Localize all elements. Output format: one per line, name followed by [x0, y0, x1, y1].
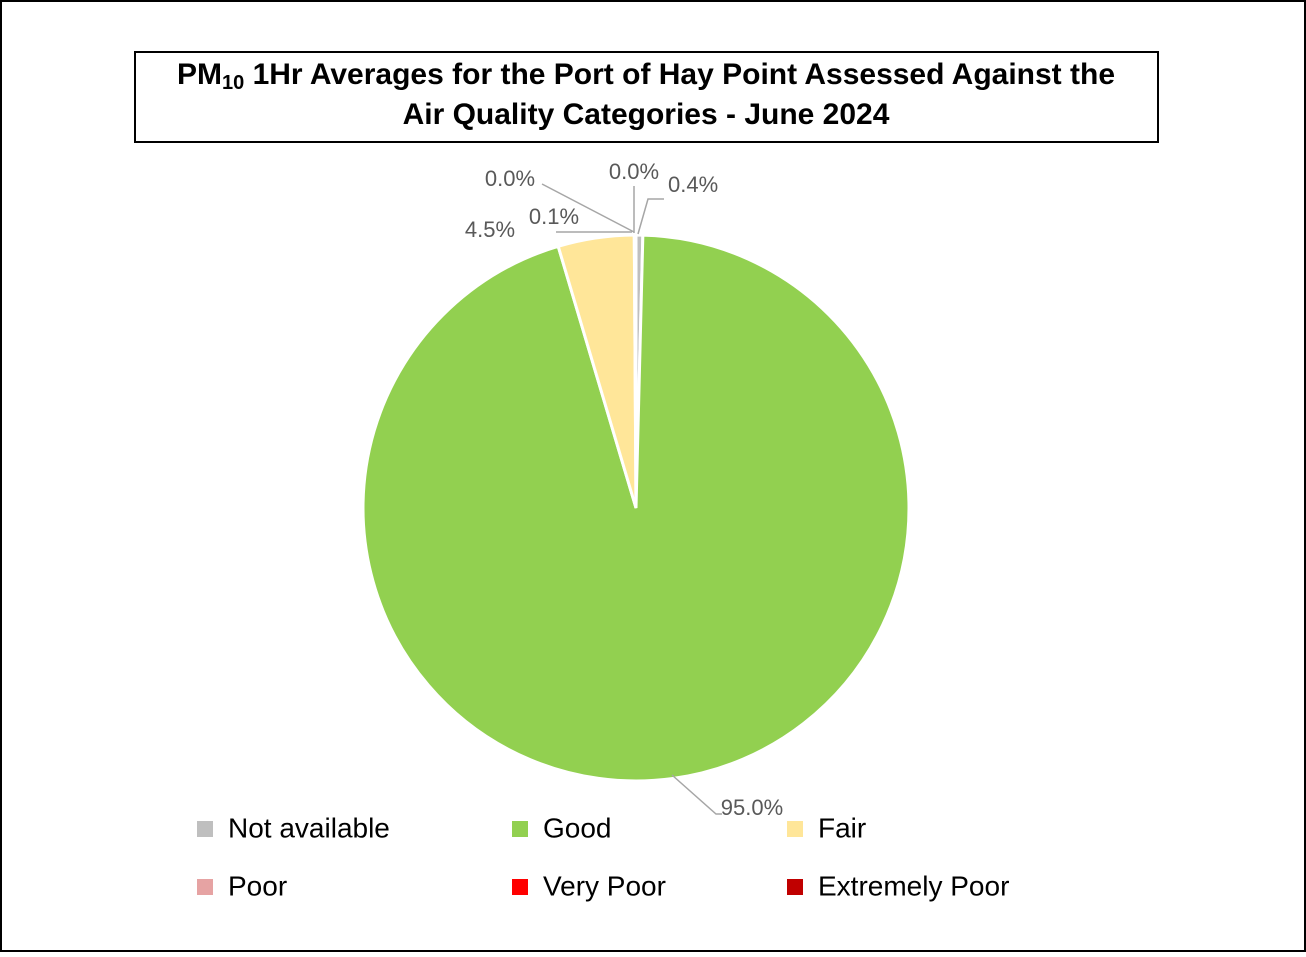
data-label: 95.0% [721, 795, 783, 820]
title-box [134, 51, 1159, 143]
legend-label: Fair [818, 812, 866, 843]
chart-title: PM10 1Hr Averages for the Port of Hay Po… [177, 58, 1115, 94]
data-label: 0.1% [529, 204, 579, 229]
data-label: 0.0% [485, 166, 535, 191]
legend-marker [787, 879, 803, 895]
legend-marker [197, 879, 213, 895]
leader-line [541, 183, 635, 233]
legend-label: Good [543, 812, 612, 843]
legend-marker [197, 821, 213, 837]
legend-marker [512, 821, 528, 837]
legend-label: Poor [228, 870, 287, 901]
data-label: 4.5% [465, 217, 515, 242]
title-part: PM [177, 58, 222, 91]
leader-line [671, 774, 722, 815]
data-label: 0.4% [668, 172, 718, 197]
legend-label: Not available [228, 812, 390, 843]
legend-label: Extremely Poor [818, 870, 1009, 901]
legend-marker [787, 821, 803, 837]
leader-line [637, 198, 664, 235]
title-part: 1Hr Averages for the Port of Hay Point A… [244, 58, 1115, 91]
legend-label: Very Poor [543, 870, 666, 901]
legend-marker [512, 879, 528, 895]
data-label: 0.0% [609, 159, 659, 184]
chart-title: Air Quality Categories - June 2024 [403, 98, 890, 131]
title-subscript: 10 [222, 72, 244, 94]
